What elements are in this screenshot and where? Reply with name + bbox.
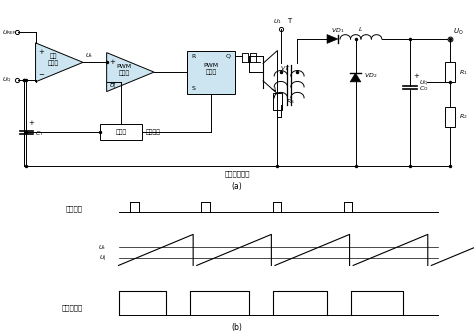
Text: Q: Q xyxy=(225,54,230,58)
Text: $U_{\rm t}$: $U_{\rm t}$ xyxy=(99,243,107,252)
Polygon shape xyxy=(36,43,83,82)
Text: PWM
锁存器: PWM 锁存器 xyxy=(203,63,219,75)
Text: 振荡器: 振荡器 xyxy=(115,129,127,135)
Bar xyxy=(187,51,235,93)
Text: $U_{\rm Q}$: $U_{\rm Q}$ xyxy=(419,79,429,88)
Text: 时钟频率: 时钟频率 xyxy=(146,129,161,135)
Text: $-$: $-$ xyxy=(109,79,116,85)
Polygon shape xyxy=(327,35,337,43)
Text: 电压反馈回路: 电压反馈回路 xyxy=(224,170,250,177)
Bar xyxy=(446,107,456,127)
Text: S: S xyxy=(191,86,195,91)
Text: $-$: $-$ xyxy=(38,70,45,76)
Bar xyxy=(273,92,282,110)
Text: +: + xyxy=(38,49,45,55)
Text: +: + xyxy=(28,120,34,126)
Bar xyxy=(100,124,142,140)
Text: +: + xyxy=(109,59,116,66)
Polygon shape xyxy=(350,73,361,82)
Text: 锁存器输出: 锁存器输出 xyxy=(62,304,83,311)
Text: T: T xyxy=(287,18,291,25)
Text: $U_{\rm t}$: $U_{\rm t}$ xyxy=(85,51,93,60)
Polygon shape xyxy=(107,53,154,92)
Text: $U_1$: $U_1$ xyxy=(273,17,282,26)
Text: (b): (b) xyxy=(232,323,242,332)
Text: $U_{\rm Q}$: $U_{\rm Q}$ xyxy=(2,75,12,84)
Text: 时钟频率: 时钟频率 xyxy=(66,206,83,212)
Text: $U_{\rm J}$: $U_{\rm J}$ xyxy=(99,254,107,264)
Text: $VD_2$: $VD_2$ xyxy=(364,72,377,80)
Text: $R_2$: $R_2$ xyxy=(459,113,467,121)
Bar xyxy=(446,62,456,82)
Text: PWM
比较器: PWM 比较器 xyxy=(117,64,132,76)
Text: $R_{\rm S}$: $R_{\rm S}$ xyxy=(285,97,294,106)
Text: 误差
放大器: 误差 放大器 xyxy=(48,53,59,66)
Text: $U_{\rm J}$: $U_{\rm J}$ xyxy=(109,81,116,92)
Text: $R_1$: $R_1$ xyxy=(459,68,467,77)
Text: $C_{\rm O}$: $C_{\rm O}$ xyxy=(419,84,428,93)
Text: +: + xyxy=(413,73,419,79)
Text: R: R xyxy=(191,54,196,58)
Text: $VT$: $VT$ xyxy=(280,64,290,72)
Text: $L$: $L$ xyxy=(358,25,364,33)
Text: $VD_1$: $VD_1$ xyxy=(331,26,344,35)
Text: $U_{\rm O}$: $U_{\rm O}$ xyxy=(453,27,463,37)
Text: $U_{\rm REF}$: $U_{\rm REF}$ xyxy=(2,28,17,37)
Text: (a): (a) xyxy=(232,182,242,191)
Text: $C_{\rm T}$: $C_{\rm T}$ xyxy=(35,129,44,138)
